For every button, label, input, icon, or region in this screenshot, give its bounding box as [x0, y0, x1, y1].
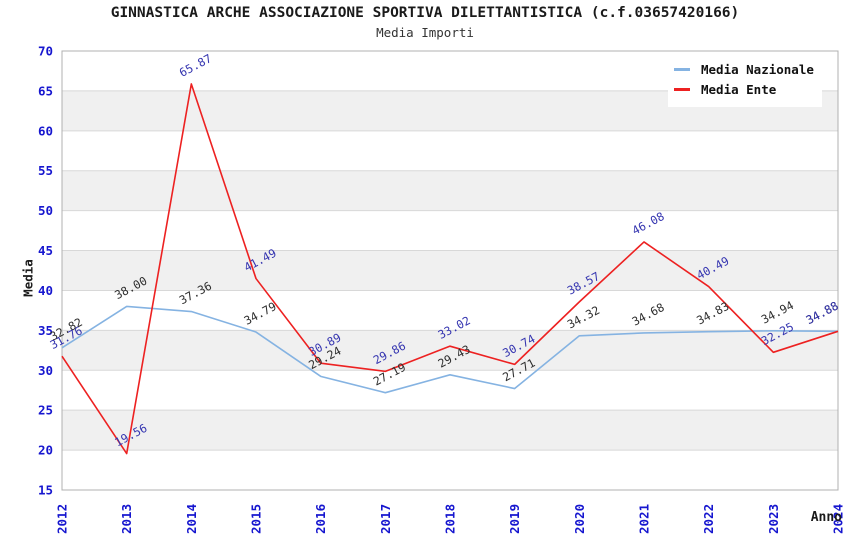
y-tick-label: 35 — [38, 323, 53, 338]
series-line-media-ente — [61, 83, 839, 455]
grid-band — [62, 250, 838, 291]
legend-item-media-nazionale: Media Nazionale — [674, 59, 822, 79]
y-tick-label: 55 — [38, 163, 53, 178]
legend-swatch-icon — [674, 67, 690, 71]
plot-border — [61, 50, 839, 491]
x-tick-label: 2024 — [831, 504, 846, 534]
x-tick-label: 2017 — [378, 504, 393, 534]
x-tick-label: 2019 — [507, 504, 522, 534]
x-tick-label: 2023 — [766, 504, 781, 534]
legend-item-media-ente: Media Ente — [674, 79, 822, 99]
x-tick-label: 2021 — [637, 504, 652, 534]
grid-band — [62, 210, 838, 251]
grid-band — [62, 450, 838, 490]
legend-swatch-icon — [674, 87, 690, 91]
y-tick-label: 70 — [38, 44, 53, 59]
chart-subtitle: Media Importi — [376, 25, 474, 40]
legend: Media Nazionale Media Ente — [668, 53, 822, 107]
x-tick-label: 2022 — [701, 504, 716, 534]
x-axis-title: Anno — [810, 510, 842, 525]
y-tick-label: 25 — [38, 403, 53, 418]
legend-label: Media Ente — [701, 81, 777, 97]
x-tick-label: 2012 — [55, 504, 70, 534]
grid-band — [62, 290, 838, 331]
x-tick-label: 2018 — [443, 504, 458, 534]
y-tick-label: 50 — [38, 203, 53, 218]
grid-band — [62, 170, 838, 211]
x-tick-label: 2016 — [313, 504, 328, 534]
chart-title: GINNASTICA ARCHE ASSOCIAZIONE SPORTIVA D… — [110, 5, 740, 21]
y-tick-label: 45 — [38, 243, 53, 258]
y-tick-label: 40 — [38, 283, 53, 298]
y-tick-label: 20 — [38, 443, 53, 458]
series-line-media-nazionale — [61, 305, 839, 394]
x-tick-label: 2013 — [119, 504, 134, 534]
y-tick-label: 60 — [38, 123, 53, 138]
grid-band — [62, 410, 838, 451]
x-tick-label: 2014 — [184, 504, 199, 534]
grid-band — [62, 130, 838, 171]
x-tick-label: 2020 — [572, 504, 587, 534]
y-tick-label: 65 — [38, 83, 53, 98]
legend-label: Media Nazionale — [701, 61, 814, 77]
grid-band — [62, 370, 838, 411]
y-tick-label: 30 — [38, 363, 53, 378]
x-tick-label: 2015 — [249, 504, 264, 534]
grid-band — [62, 330, 838, 371]
y-tick-label: 15 — [38, 483, 53, 498]
